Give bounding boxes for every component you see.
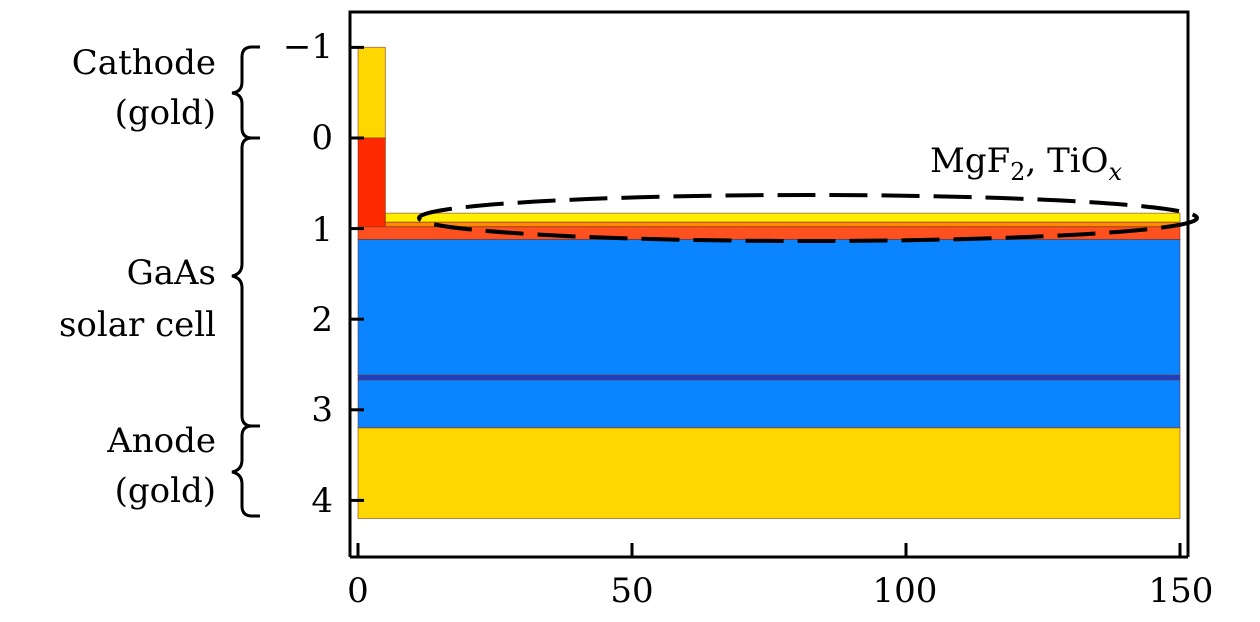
- y-tick-label-minus-1: −1: [283, 27, 333, 67]
- layer-window-layer: [357, 226, 1181, 240]
- cathode-brace: [231, 45, 260, 140]
- axis-ticks: [350, 45, 1182, 557]
- y-tick-label-2: 2: [311, 300, 333, 340]
- y-tick-label-4: 4: [311, 481, 333, 521]
- y-tick-label-1: 1: [311, 210, 333, 250]
- anode-label-line-2: (gold): [115, 471, 216, 511]
- layer-gaas-upper: [357, 238, 1181, 376]
- layer-stack: [357, 46, 1181, 520]
- solar-cell-label-line-1: GaAs: [127, 253, 216, 293]
- layer-gaas-junction: [357, 374, 1181, 381]
- x-tick-label-100: 100: [873, 571, 938, 611]
- layer-cathode-contact: [357, 137, 386, 230]
- y-tick-label-3: 3: [311, 390, 333, 430]
- x-tick-label-150: 150: [1149, 571, 1214, 611]
- cathode-label-line-1: Cathode: [72, 43, 216, 83]
- anode-label-line-1: Anode: [106, 421, 216, 461]
- callout-mid: , TiO: [1025, 141, 1108, 181]
- layer-tiox-coating: [384, 221, 1181, 228]
- plot-frame: [348, 10, 1190, 557]
- coating-highlight-ellipse: [417, 193, 1199, 243]
- callout-base: MgF: [930, 141, 1010, 181]
- solar-cell-label-line-2: solar cell: [59, 305, 216, 345]
- callout-sub-1: 2: [1010, 158, 1025, 186]
- y-tick-label-0: 0: [311, 118, 333, 158]
- layer-cathode-gold: [357, 46, 386, 139]
- anode-brace: [231, 424, 260, 518]
- x-tick-label-50: 50: [610, 571, 653, 611]
- layer-mgf2-coating: [384, 212, 1181, 223]
- x-tick-label-0: 0: [347, 571, 369, 611]
- layer-anode-gold: [357, 427, 1181, 520]
- layer-gaas-lower: [357, 379, 1181, 429]
- callout-sub-2: x: [1109, 158, 1123, 186]
- cathode-label-line-2: (gold): [115, 93, 216, 133]
- coating-callout-label: MgF2, TiOx: [930, 141, 1123, 186]
- group-braces: [231, 45, 260, 518]
- solar-cell-brace: [231, 136, 260, 428]
